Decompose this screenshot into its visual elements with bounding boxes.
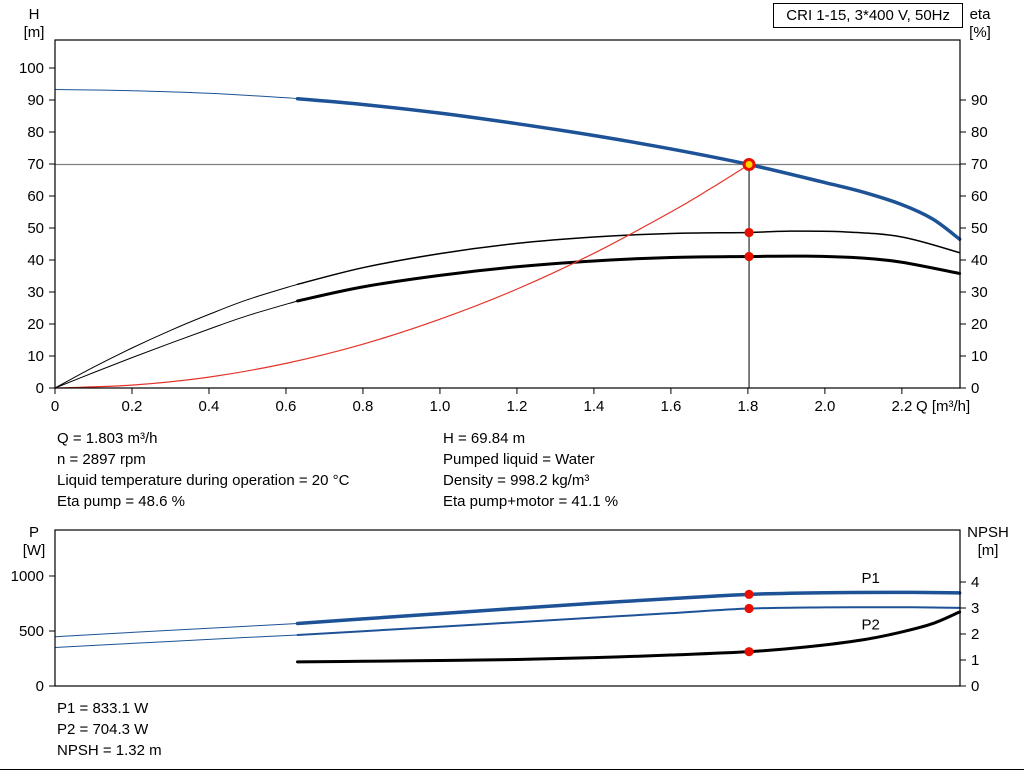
x-tick-label: 0 bbox=[51, 398, 59, 415]
y-right-tick-label: 0 bbox=[971, 380, 979, 397]
curve-eta-pump-min-flow bbox=[54, 283, 299, 389]
y-right-tick-label: 30 bbox=[971, 284, 988, 301]
x-tick-label: 1.4 bbox=[583, 398, 604, 415]
y-right-tick-label: 80 bbox=[971, 124, 988, 141]
info-density: Density = 998.2 kg/m³ bbox=[443, 472, 590, 489]
y-left-tick-label: 70 bbox=[27, 156, 44, 173]
y-right-axis-title: [m] bbox=[978, 542, 999, 559]
y-left-tick-label: 60 bbox=[27, 188, 44, 205]
curve-head bbox=[295, 96, 962, 241]
y-left-tick-label: 90 bbox=[27, 92, 44, 109]
curve-system-curve bbox=[54, 163, 750, 389]
y-right-tick-label: 0 bbox=[971, 678, 979, 695]
x-tick-label: 1.2 bbox=[507, 398, 528, 415]
power-npsh-info: P1 = 833.1 W P2 = 704.3 W NPSH = 1.32 m bbox=[57, 698, 162, 761]
y-left-tick-label: 30 bbox=[27, 284, 44, 301]
eta-pump-motor-point-marker bbox=[744, 251, 754, 262]
y-left-tick-label: 20 bbox=[27, 316, 44, 333]
info-eta-pump: Eta pump = 48.6 % bbox=[57, 493, 185, 510]
y-right-tick-label: 10 bbox=[971, 348, 988, 365]
y-left-tick-label: 0 bbox=[36, 380, 44, 397]
y-right-tick-label: 50 bbox=[971, 220, 988, 237]
info-liquid-temperature: Liquid temperature during operation = 20… bbox=[57, 472, 350, 489]
y-right-axis-title: [%] bbox=[969, 24, 991, 41]
y-right-tick-label: 3 bbox=[971, 600, 979, 617]
y-right-tick-label: 4 bbox=[971, 574, 979, 591]
curve-eta-pump bbox=[296, 230, 961, 286]
x-tick-label: 1.0 bbox=[430, 398, 451, 415]
info-p1: P1 = 833.1 W bbox=[57, 700, 149, 717]
curve-head-min-flow bbox=[54, 88, 299, 100]
y-left-axis-title: H bbox=[29, 6, 40, 23]
y-right-axis-title: eta bbox=[970, 6, 992, 23]
info-flow: Q = 1.803 m³/h bbox=[57, 430, 158, 447]
curve-p2 bbox=[296, 606, 961, 636]
curve-eta-pump-motor bbox=[296, 254, 962, 303]
y-right-tick-label: 40 bbox=[971, 252, 988, 269]
x-tick-label: 2.0 bbox=[814, 398, 835, 415]
y-right-tick-label: 1 bbox=[971, 652, 979, 669]
y-right-tick-label: 90 bbox=[971, 92, 988, 109]
duty-info-right: H = 69.84 m Pumped liquid = Water Densit… bbox=[443, 428, 618, 512]
y-right-axis-title: NPSH bbox=[967, 524, 1009, 541]
info-eta-pump-motor: Eta pump+motor = 41.1 % bbox=[443, 493, 619, 510]
curve-p2-min-flow bbox=[54, 634, 299, 648]
y-left-tick-label: 500 bbox=[19, 623, 44, 640]
info-pumped-liquid: Pumped liquid = Water bbox=[443, 451, 595, 468]
info-head: H = 69.84 m bbox=[443, 430, 526, 447]
x-tick-label: 0.6 bbox=[276, 398, 297, 415]
x-tick-label: 0.4 bbox=[199, 398, 220, 415]
y-left-tick-label: 40 bbox=[27, 252, 44, 269]
curve-npsh bbox=[296, 610, 962, 664]
x-axis-title: Q [m³/h] bbox=[916, 398, 970, 415]
curve-p1-min-flow bbox=[54, 623, 299, 638]
p1-curve-label: P1 bbox=[861, 570, 879, 587]
info-p2: P2 = 704.3 W bbox=[57, 721, 149, 738]
y-right-tick-label: 20 bbox=[971, 316, 988, 333]
p2-point-marker bbox=[744, 603, 754, 614]
eta-pump-point-marker bbox=[744, 227, 754, 238]
x-tick-label: 0.2 bbox=[122, 398, 143, 415]
y-right-tick-label: 2 bbox=[971, 626, 979, 643]
x-tick-label: 1.6 bbox=[660, 398, 681, 415]
y-right-tick-label: 60 bbox=[971, 188, 988, 205]
p2-curve-label: P2 bbox=[861, 616, 879, 633]
x-tick-label: 2.2 bbox=[891, 398, 912, 415]
curve-p1 bbox=[295, 590, 962, 626]
y-left-axis-title: [W] bbox=[23, 542, 46, 559]
y-left-tick-label: 1000 bbox=[11, 568, 44, 585]
duty-point-marker bbox=[742, 158, 756, 172]
qh-eta-chart: 0 0.2 0.4 0.6 0.8 1.0 1.2 1.4 1.6 1.8 2.0 2.2 0 10 20 3… bbox=[19, 6, 991, 415]
y-left-axis-title: [m] bbox=[24, 24, 45, 41]
power-npsh-chart: 0 500 1000 0 1 2 3 4 P[W] NPSH[m] P1 P2 bbox=[11, 524, 1009, 695]
y-left-axis-title: P bbox=[29, 524, 39, 541]
footer-divider bbox=[0, 769, 1024, 770]
x-tick-label: 0.8 bbox=[353, 398, 374, 415]
npsh-point-marker bbox=[744, 647, 754, 657]
duty-info-left: Q = 1.803 m³/h n = 2897 rpm Liquid tempe… bbox=[57, 428, 349, 512]
x-tick-label: 1.8 bbox=[737, 398, 758, 415]
pump-model-badge: CRI 1-15, 3*400 V, 50Hz bbox=[773, 3, 963, 28]
y-left-tick-label: 80 bbox=[27, 124, 44, 141]
y-left-tick-label: 10 bbox=[27, 348, 44, 365]
info-speed: n = 2897 rpm bbox=[57, 451, 146, 468]
qh-eta-frame bbox=[54, 39, 961, 389]
p1-point-marker bbox=[744, 589, 754, 599]
y-left-tick-label: 0 bbox=[36, 678, 44, 695]
y-right-tick-label: 70 bbox=[971, 156, 988, 173]
y-left-tick-label: 100 bbox=[19, 60, 44, 77]
curve-eta-pump-motor-min-flow bbox=[54, 300, 299, 389]
y-left-tick-label: 50 bbox=[27, 220, 44, 237]
info-npsh: NPSH = 1.32 m bbox=[57, 742, 162, 759]
